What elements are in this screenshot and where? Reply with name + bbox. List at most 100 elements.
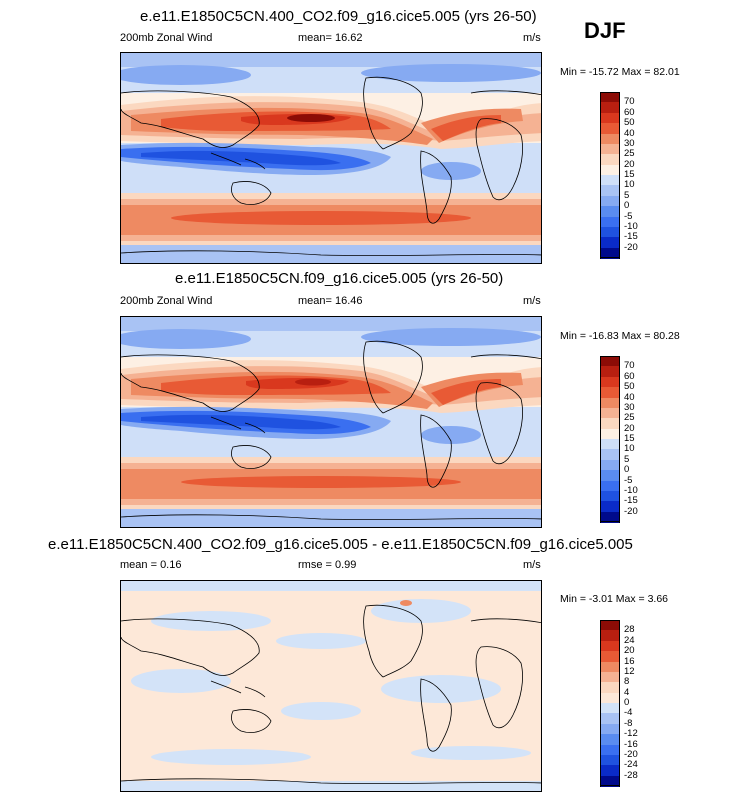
colorbar-tick-label: 50 xyxy=(624,381,635,393)
panel2-map-svg xyxy=(121,317,541,527)
colorbar-tick-label: 28 xyxy=(624,624,635,636)
panel1-australia xyxy=(231,181,272,205)
panel2-arctic-band xyxy=(121,317,541,331)
panel1-north-blue-lobe2 xyxy=(361,64,541,82)
panel3-neg-patch4 xyxy=(131,669,231,693)
panel1-trop-atlantic xyxy=(421,162,481,180)
colorbar-tick-label: 60 xyxy=(624,106,635,118)
panel3-mean-label: mean = xyxy=(120,559,157,571)
panel2-mean-value: 16.46 xyxy=(335,295,363,307)
panel1-map xyxy=(120,52,542,264)
panel3-title: e.e11.E1850C5CN.400_CO2.f09_g16.cice5.00… xyxy=(48,536,633,553)
colorbar-tick-label: 16 xyxy=(624,655,635,667)
panel3-eurasia xyxy=(121,618,541,676)
colorbar-swatch xyxy=(600,164,620,176)
panel2-coastlines xyxy=(121,340,541,520)
colorbar-swatch xyxy=(600,661,620,673)
colorbar-swatch xyxy=(600,92,620,103)
panel3-neg-patch7 xyxy=(151,749,311,765)
colorbar-swatch xyxy=(600,620,620,631)
panel1-minmax: Min = -15.72 Max = 82.01 xyxy=(560,66,680,78)
colorbar-swatch xyxy=(600,206,620,217)
panel1-title: e.e11.E1850C5CN.400_CO2.f09_g16.cice5.00… xyxy=(140,8,537,25)
panel1-max-value: 82.01 xyxy=(653,66,680,78)
colorbar-tick-label: -10 xyxy=(624,220,638,232)
colorbar-tick-label: -28 xyxy=(624,769,638,781)
panel3-neg-patch1 xyxy=(151,611,271,631)
panel2-min-value: -16.83 xyxy=(588,330,619,342)
colorbar-swatch xyxy=(600,692,620,704)
panel2-variable: 200mb Zonal Wind xyxy=(120,295,213,307)
panel2-mean: mean= 16.46 xyxy=(298,295,363,307)
colorbar-swatch xyxy=(600,407,620,419)
panel1-antarctic-band xyxy=(121,245,541,263)
colorbar-tick-label: -15 xyxy=(624,231,638,243)
colorbar-swatch xyxy=(600,175,620,186)
colorbar-swatch xyxy=(600,154,620,166)
panel1-min-label: Min = xyxy=(560,66,586,78)
colorbar-tick-label: -20 xyxy=(624,748,638,760)
panel3-rmse-value: 0.99 xyxy=(335,559,357,571)
colorbar-tick-label: -12 xyxy=(624,728,638,740)
colorbar-swatch xyxy=(600,133,620,145)
panel1-jet-max xyxy=(287,114,335,122)
panel1-sh-core xyxy=(171,211,471,225)
colorbar-swatch xyxy=(600,640,620,652)
colorbar-tick-label: 10 xyxy=(624,443,635,455)
colorbar-swatch xyxy=(600,418,620,430)
colorbar-swatch xyxy=(600,490,620,502)
panel2-north-america xyxy=(363,340,423,414)
panel1-mean: mean= 16.62 xyxy=(298,32,363,44)
panel2-units: m/s xyxy=(523,295,541,307)
panel1-eurasia xyxy=(121,90,541,148)
colorbar-swatch xyxy=(600,511,620,523)
panel3-units: m/s xyxy=(523,559,541,571)
colorbar-swatch xyxy=(600,744,620,756)
panel1-maritime-continent xyxy=(210,152,266,170)
panel3-minmax: Min = -3.01 Max = 3.66 xyxy=(560,593,668,605)
panel3-neg-patch2 xyxy=(371,599,471,623)
colorbar-tick-label: 0 xyxy=(624,697,630,708)
colorbar-swatch xyxy=(600,428,620,440)
panel2-title: e.e11.E1850C5CN.f09_g16.cice5.005 (yrs 2… xyxy=(175,270,504,287)
colorbar-tick-label: 10 xyxy=(624,179,635,191)
colorbar-tick-label: 30 xyxy=(624,401,635,413)
colorbar-swatch xyxy=(600,470,620,481)
colorbar-swatch xyxy=(600,185,620,197)
colorbar-swatch xyxy=(600,123,620,134)
panel1-mean-label: mean= xyxy=(298,32,332,44)
panel3-max-label: Max = xyxy=(615,593,645,605)
panel3-north-america xyxy=(363,604,423,678)
colorbar-tick-label: 8 xyxy=(624,676,630,688)
colorbar-swatch xyxy=(600,459,620,471)
panel2-minmax: Min = -16.83 Max = 80.28 xyxy=(560,330,680,342)
colorbar-tick-label: 25 xyxy=(624,148,635,160)
panel3-colorbar xyxy=(600,620,620,787)
panel1-units: m/s xyxy=(523,32,541,44)
panel3-antarctic-neg xyxy=(121,781,541,791)
colorbar-tick-label: -16 xyxy=(624,738,638,750)
colorbar-swatch xyxy=(600,112,620,124)
colorbar-tick-label: 0 xyxy=(624,200,630,212)
panel1-variable: 200mb Zonal Wind xyxy=(120,32,213,44)
colorbar-tick-label: 30 xyxy=(624,137,635,149)
panel3-arctic-neg xyxy=(121,581,541,591)
colorbar-swatch xyxy=(600,143,620,155)
panel3-maritime-continent xyxy=(210,680,266,698)
panel3-neg-patch8 xyxy=(411,746,531,760)
colorbar-swatch xyxy=(600,682,620,694)
colorbar-tick-label: 50 xyxy=(624,117,635,129)
colorbar-swatch xyxy=(600,765,620,777)
panel1-max-label: Max = xyxy=(621,66,651,78)
panel1-arctic-band xyxy=(121,53,541,67)
colorbar-swatch xyxy=(600,226,620,238)
colorbar-tick-label: -5 xyxy=(624,474,633,486)
colorbar-swatch xyxy=(600,713,620,725)
panel2-atlantic-jet-core xyxy=(431,379,501,405)
panel2-trop-core xyxy=(141,414,341,430)
colorbar-tick-label: 5 xyxy=(624,453,630,465)
colorbar-tick-label: 24 xyxy=(624,634,635,646)
panel1-atlantic-jet-core xyxy=(431,115,501,141)
colorbar-swatch xyxy=(600,449,620,461)
panel2-africa xyxy=(475,382,523,465)
